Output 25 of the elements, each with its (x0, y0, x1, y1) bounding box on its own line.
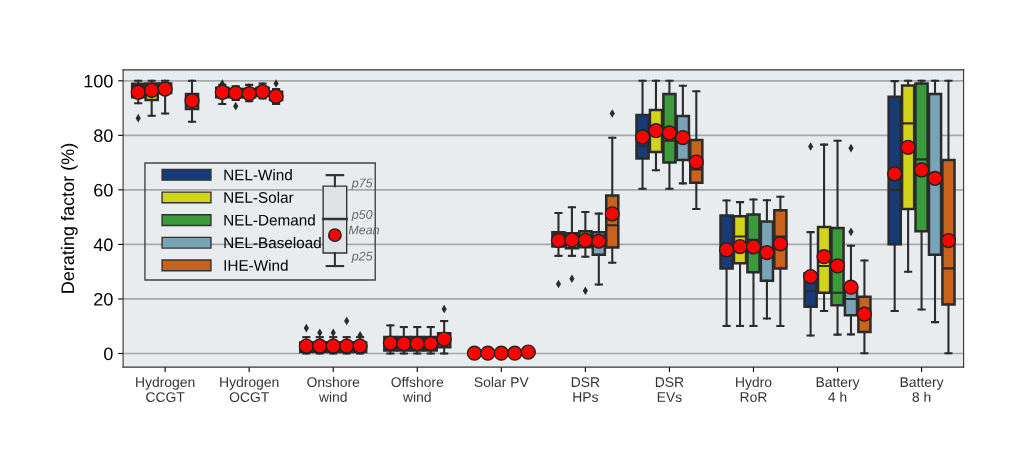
legend-label: NEL-Solar (224, 191, 294, 203)
y-tick-label: 40 (93, 238, 113, 252)
x-tick-label: Hydrogen CCGT (136, 376, 195, 402)
x-tick-label: Battery 8 h (900, 377, 944, 402)
x-tick-label: Hydro RoR (736, 376, 772, 402)
x-tick-label: Hydrogen OCGT (220, 376, 279, 402)
y-tick-label: 60 (94, 183, 113, 197)
x-tick-label: DSR HPs (571, 377, 600, 402)
x-tick-label: Onshore wind (307, 376, 360, 402)
annotation: p75 (351, 178, 373, 190)
y-tick-label: 20 (94, 292, 113, 306)
annotation: p50 (351, 210, 373, 222)
x-tick-label: Battery 4 h (816, 377, 860, 402)
y-axis-title: Derating factor (%) (60, 143, 78, 293)
x-tick-label: DSR EVs (655, 377, 684, 402)
legend-label: NEL-Wind (224, 169, 292, 181)
legend-label: IHE-Wind (224, 259, 288, 271)
legend-label: NEL-Baseload (224, 237, 321, 249)
annotation: p25 (351, 251, 373, 263)
y-tick-label: 80 (94, 129, 113, 143)
legend-label: NEL-Demand (224, 214, 315, 226)
y-tick-label: 0 (104, 347, 113, 361)
y-tick-label: 100 (84, 74, 113, 88)
x-tick-label: Solar PV (474, 376, 529, 388)
x-tick-label: Offshore wind (391, 376, 444, 402)
